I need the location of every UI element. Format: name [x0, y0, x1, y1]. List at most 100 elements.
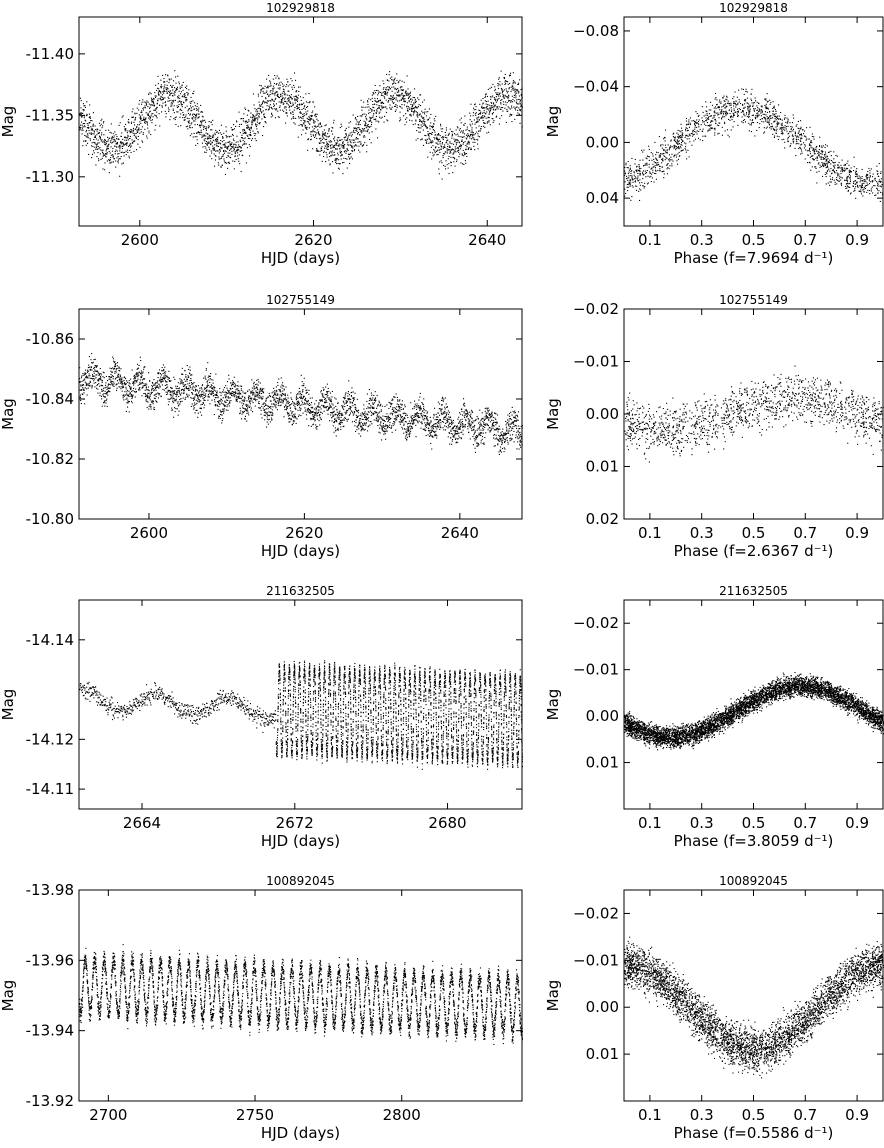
data-point: [787, 140, 789, 142]
data-point: [200, 111, 202, 113]
data-point: [666, 157, 668, 159]
data-point: [188, 89, 190, 91]
data-point: [866, 184, 868, 186]
data-point: [459, 142, 461, 144]
data-point: [167, 107, 169, 109]
data-point: [176, 111, 178, 113]
data-point: [294, 107, 296, 109]
data-point: [282, 88, 284, 90]
data-point: [145, 117, 147, 119]
data-point: [321, 135, 323, 137]
data-point: [629, 180, 631, 182]
data-point: [497, 108, 499, 110]
data-point: [281, 83, 283, 85]
data-point: [855, 170, 857, 172]
data-point: [809, 151, 811, 153]
data-point: [475, 114, 477, 116]
data-point: [105, 382, 107, 384]
data-point: [628, 175, 630, 177]
data-point: [254, 118, 256, 120]
data-point: [245, 108, 247, 110]
data-point: [838, 166, 840, 168]
data-point: [486, 132, 488, 134]
data-point: [694, 120, 696, 122]
data-point: [468, 143, 470, 145]
data-point: [813, 148, 815, 150]
data-point: [153, 105, 155, 107]
data-point: [404, 101, 406, 103]
data-point: [756, 101, 758, 103]
data-point: [766, 111, 768, 113]
data-point: [237, 155, 239, 157]
data-point: [471, 127, 473, 129]
data-point: [206, 137, 208, 139]
data-point: [852, 185, 854, 187]
data-point: [750, 122, 752, 124]
data-point: [476, 117, 478, 119]
data-point: [214, 140, 216, 142]
data-point: [233, 124, 235, 126]
data-point: [472, 132, 474, 134]
data-point: [777, 123, 779, 125]
data-point: [798, 143, 800, 145]
data-point: [870, 168, 872, 170]
data-point: [769, 110, 771, 112]
data-point: [514, 93, 516, 95]
data-point: [362, 128, 364, 130]
data-point: [281, 98, 283, 100]
data-point: [756, 116, 758, 118]
data-point: [482, 98, 484, 100]
data-point: [80, 124, 82, 126]
data-point: [82, 387, 84, 389]
data-point: [333, 151, 335, 153]
data-point: [648, 148, 650, 150]
data-point: [386, 79, 388, 81]
data-point: [436, 138, 438, 140]
data-point: [294, 123, 296, 125]
data-point: [819, 164, 821, 166]
data-point: [473, 137, 475, 139]
data-point: [354, 145, 356, 147]
data-point: [685, 134, 687, 136]
data-point: [184, 86, 186, 88]
data-point: [716, 99, 718, 101]
data-point: [171, 92, 173, 94]
data-point: [445, 160, 447, 162]
data-point: [336, 158, 338, 160]
data-point: [103, 377, 105, 379]
data-point: [442, 137, 444, 139]
data-point: [726, 96, 728, 98]
data-point: [677, 147, 679, 149]
data-point: [261, 88, 263, 90]
data-point: [151, 113, 153, 115]
data-point: [770, 115, 772, 117]
data-point: [475, 112, 477, 114]
data-point: [280, 95, 282, 97]
data-point: [850, 167, 852, 169]
data-point: [815, 157, 817, 159]
data-point: [390, 95, 392, 97]
data-point: [519, 79, 521, 81]
data-point: [681, 149, 683, 151]
data-point: [385, 87, 387, 89]
data-point: [728, 136, 730, 138]
data-point: [510, 114, 512, 116]
data-point: [148, 107, 150, 109]
data-point: [866, 191, 868, 193]
data-point: [496, 106, 498, 108]
data-point: [410, 114, 412, 116]
data-point: [92, 146, 94, 148]
data-point: [515, 95, 517, 97]
data-point: [180, 108, 182, 110]
data-point: [148, 93, 150, 95]
data-point: [847, 189, 849, 191]
data-point: [127, 137, 129, 139]
data-point: [716, 124, 718, 126]
data-point: [275, 84, 277, 86]
data-point: [496, 100, 498, 102]
data-point: [400, 89, 402, 91]
data-point: [100, 138, 102, 140]
data-point: [223, 160, 225, 162]
data-point: [639, 169, 641, 171]
data-point: [216, 141, 218, 143]
